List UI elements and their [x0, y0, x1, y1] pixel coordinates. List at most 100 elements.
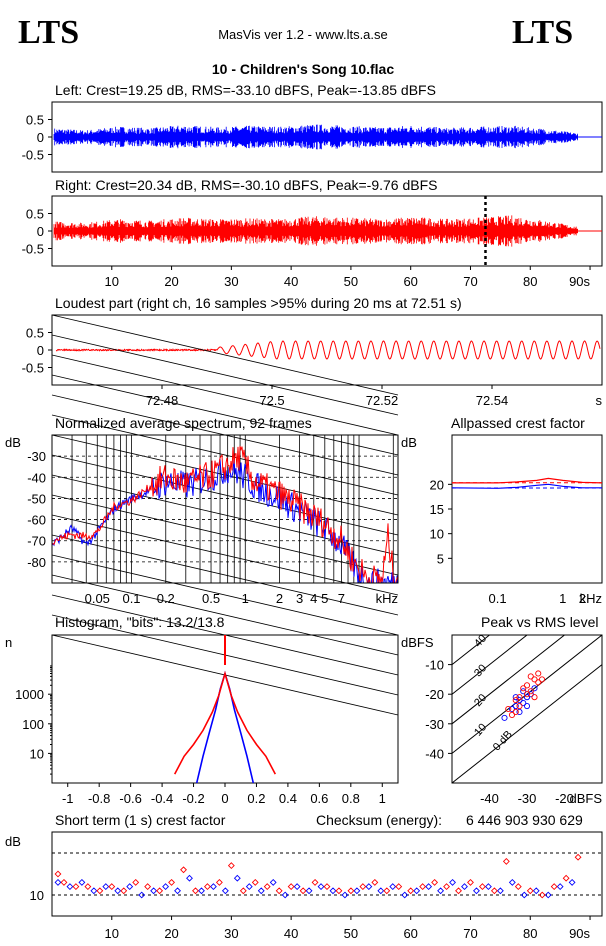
peak-rms-point-left	[527, 691, 534, 698]
short-crest-point-right	[526, 887, 534, 895]
spectrum-ytick-label: -30	[27, 449, 46, 464]
short-crest-point-right	[120, 887, 128, 895]
spectrum-xtick-label: 5	[321, 591, 328, 606]
short-crest-point-right	[287, 883, 295, 891]
brand-left: LTS	[18, 14, 79, 51]
short-crest-point-left	[221, 887, 229, 895]
short-crest-point-left	[389, 883, 397, 891]
short-crest-point-left	[377, 887, 385, 895]
histogram-xtick-label: 0.8	[342, 791, 360, 806]
histogram-xtick-label: -0.4	[151, 791, 173, 806]
short-crest-point-left	[556, 883, 564, 891]
allpassed-xtick-label: 1	[559, 591, 566, 606]
histogram-ytick-label: 100	[22, 717, 44, 732]
peak-rms-crest-line	[452, 635, 528, 695]
short-crest-point-right	[562, 874, 570, 882]
right-waveform-title: Right: Crest=20.34 dB, RMS=-30.10 dBFS, …	[55, 177, 437, 193]
spectrum-xtick-label: 0.2	[157, 591, 175, 606]
peak-rms-point-left	[501, 714, 508, 721]
short-crest-point-right	[144, 883, 152, 891]
peak-rms-point-left	[523, 694, 531, 701]
histogram-xtick-label: -1	[62, 791, 74, 806]
short-crest-point-right	[383, 887, 391, 895]
histogram-series-right	[173, 670, 277, 775]
short-crest-point-left	[198, 887, 205, 895]
left-waveform-ytick-label: 0	[37, 130, 44, 145]
allpassed-xunit-label: kHz	[580, 591, 602, 606]
short-crest-point-right	[54, 870, 62, 878]
allpassed-ytick-label: 15	[430, 502, 444, 517]
right-waveform-xtick-label: 80	[523, 274, 537, 289]
short-crest-point-right	[263, 883, 271, 891]
spectrum-xunit-label: kHz	[376, 591, 398, 606]
peak-rms-point-left	[520, 688, 527, 695]
spectrum-xtick-label: 0.5	[202, 591, 220, 606]
left-waveform-ytick-label: 0.5	[26, 113, 44, 128]
short-crest-point-left	[305, 887, 313, 895]
loudest-xtick-label: 72.54	[476, 393, 509, 408]
spectrum-ytick-label: -80	[27, 555, 46, 570]
histogram-xtick-label: 0	[221, 791, 228, 806]
spectrum-title: Normalized average spectrum, 92 frames	[55, 415, 312, 431]
short-crest-point-right	[431, 878, 439, 886]
short-crest-point-left	[496, 887, 504, 895]
short-crest-xtick-label: 30	[224, 926, 238, 941]
spectrum-xtick-label: 7	[338, 591, 345, 606]
right-waveform-ytick-label: -0.5	[22, 242, 44, 257]
allpassed-axes	[451, 434, 603, 584]
short-crest-point-left	[544, 891, 552, 899]
short-crest-ytick-label: 10	[30, 888, 44, 903]
spectrum-xtick-label: 0.05	[85, 591, 110, 606]
spectrum-ytick-label: -40	[27, 470, 46, 485]
peak-rms-crest-line	[452, 635, 566, 725]
short-crest-point-right	[538, 891, 546, 899]
short-crest-point-right	[203, 883, 211, 891]
peak-rms-point-left	[508, 705, 516, 713]
peak-rms-crest-line	[452, 664, 602, 783]
short-crest-point-right	[227, 862, 235, 870]
loudest-ytick-label: 0.5	[26, 326, 44, 341]
short-crest-point-left	[461, 883, 468, 891]
short-crest-point-left	[484, 883, 492, 891]
short-crest-xtick-label: 10	[105, 926, 119, 941]
right-waveform-xtick-label: 70	[463, 274, 477, 289]
loudest-trace	[55, 340, 601, 360]
peak-rms-point-right	[516, 694, 523, 701]
right-waveform-xtick-label: 90s	[569, 274, 590, 289]
track-title: 10 - Children's Song 10.flac	[212, 61, 394, 77]
spectrum-slope-line	[51, 314, 399, 396]
peak-rms-ytick-label: -40	[425, 746, 444, 761]
left-waveform-ytick-label: -0.5	[22, 148, 44, 163]
loudest-part-title: Loudest part (right ch, 16 samples >95% …	[55, 295, 462, 311]
checksum-label: Checksum (energy):	[316, 812, 442, 828]
short-crest-point-right	[467, 878, 474, 886]
short-crest-xtick-label: 70	[463, 926, 477, 941]
short-crest-point-right	[180, 866, 187, 874]
peak-rms-point-right	[523, 691, 531, 698]
right-waveform-trace	[53, 215, 578, 247]
spectrum-xtick-label: 3	[296, 591, 303, 606]
spectrum-ylabel: dB	[5, 435, 21, 450]
short-crest-point-right	[407, 887, 415, 895]
app-title: MasVis ver 1.2 - www.lts.a.se	[218, 27, 388, 42]
short-crest-point-right	[419, 883, 427, 891]
short-crest-point-left	[174, 887, 181, 895]
short-crest-point-left	[162, 883, 170, 891]
short-crest-point-left	[150, 887, 158, 895]
short-term-crest-title: Short term (1 s) crest factor	[55, 812, 226, 828]
short-crest-ylabel: dB	[5, 834, 21, 849]
peak-vs-rms-title: Peak vs RMS level	[481, 614, 598, 630]
short-crest-point-right	[443, 883, 451, 891]
spectrum-ytick-label: -50	[27, 491, 46, 506]
short-crest-point-right	[478, 883, 486, 891]
spectrum-ytick-label: -60	[27, 513, 46, 528]
peak-rms-xtick-label: -20	[555, 791, 574, 806]
short-crest-point-left	[186, 874, 193, 882]
peak-rms-point-right	[527, 688, 534, 695]
spectrum-slope-line	[51, 374, 399, 456]
short-crest-point-left	[437, 887, 445, 895]
short-crest-point-right	[156, 887, 164, 895]
spectrum-slope-line	[51, 354, 399, 436]
right-waveform-xtick-label: 40	[284, 274, 298, 289]
spectrum-slope-line	[51, 574, 399, 656]
